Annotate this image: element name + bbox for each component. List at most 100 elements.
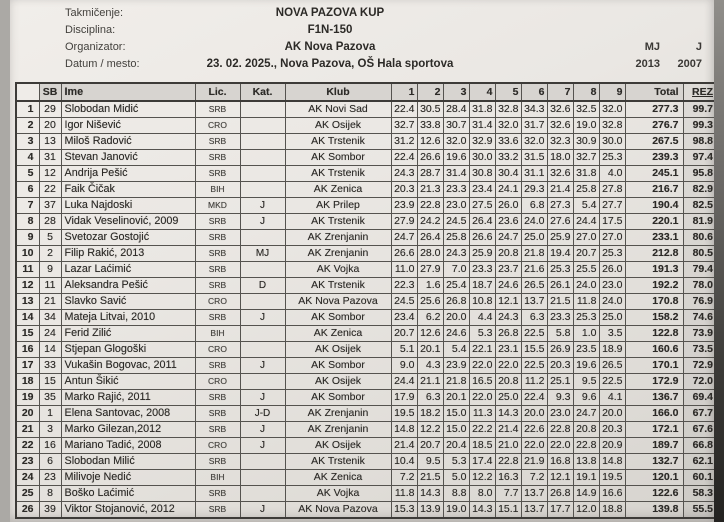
total-cell: 166.0 [624,405,684,422]
score-6-cell: 6.3 [520,309,548,326]
total-cell: 170.1 [624,357,684,374]
total-cell: 122.8 [624,325,684,342]
discipline-value: F1N-150 [307,24,353,36]
category-cell [239,229,286,246]
score-9-cell: 27.8 [598,181,626,198]
name-cell: Slobodan Milić [60,453,196,470]
score-7-cell: 12.1 [546,469,574,486]
score-1-cell: 26.6 [390,245,418,262]
score-7-cell: 19.4 [546,245,574,262]
score-5-cell: 20.8 [494,245,522,262]
score-8-cell: 11.8 [572,293,600,310]
rank-cell: 12 [15,277,40,294]
rank-cell: 26 [15,501,40,519]
score-9-cell: 17.5 [598,213,626,230]
sb-cell: 39 [38,501,62,519]
score-2-cell: 12.6 [416,133,444,150]
score-4-cell: 18.7 [468,277,496,294]
score-1-cell: 22.4 [390,149,418,166]
score-6-cell: 32.0 [520,133,548,150]
score-9-cell: 20.3 [598,421,626,438]
total-cell: 189.7 [624,437,684,454]
sb-cell: 35 [38,389,62,406]
score-1-cell: 11.0 [390,261,418,278]
score-7-cell: 32.3 [546,133,574,150]
score-6-cell: 11.2 [520,373,548,390]
category-cell: J [239,501,286,519]
score-5-cell: 20.8 [494,373,522,390]
score-8-cell: 12.0 [572,501,600,519]
score-9-cell: 4.1 [598,389,626,406]
category-cell [239,165,286,182]
category-cell: J [239,309,286,326]
license-cell: SRB [194,149,241,166]
rez-cell: 98.8 [682,133,718,150]
table-row: 23 6 Slobodan Milić SRB AK Trstenik 10.4 9.5 5.… [15,453,718,470]
score-6-cell: 13.7 [520,501,548,519]
score-7-cell: 21.5 [546,293,574,310]
col-header-score-6: 6 [520,82,548,102]
rank-cell: 2 [15,117,40,134]
category-cell: J [239,389,286,406]
name-cell: Vidak Veselinović, 2009 [60,213,196,230]
score-3-cell: 28.4 [442,100,470,118]
score-1-cell: 20.7 [390,325,418,342]
rank-cell: 4 [15,149,40,166]
rez-cell: 72.9 [682,357,718,374]
category-cell: J [239,357,286,374]
table-row: 3 13 Miloš Radović SRB AK Trstenik 31.2 12.6 32… [15,133,718,150]
score-5-cell: 32.8 [494,100,522,118]
col-header-score-7: 7 [546,82,574,102]
table-row: 7 37 Luka Najdoski MKD J AK Prilep 23.9 22.8 23.… [15,197,718,214]
score-2-cell: 21.3 [416,181,444,198]
score-5-cell: 30.4 [494,165,522,182]
table-row: 4 31 Stevan Janović SRB AK Sombor 22.4 26.6 19.… [15,149,718,166]
sb-cell: 6 [38,453,62,470]
col-header-score-4: 4 [468,82,496,102]
club-cell: AK Zrenjanin [284,229,392,246]
score-6-cell: 22.0 [520,437,548,454]
meta-line-date-place: Datum / mesto: 23. 02. 2025., Nova Pazov… [10,58,715,75]
score-4-cell: 30.0 [468,149,496,166]
license-cell: SRB [194,229,241,246]
score-8-cell: 19.1 [572,469,600,486]
score-5-cell: 33.2 [494,149,522,166]
score-7-cell: 32.6 [546,165,574,182]
score-7-cell: 32.6 [546,117,574,134]
score-9-cell: 3.5 [598,325,626,342]
score-3-cell: 31.4 [442,165,470,182]
score-5-cell: 24.3 [494,309,522,326]
score-4-cell: 16.5 [468,373,496,390]
results-table: SB Ime Lic. Kat. Klub 1 2 3 4 5 6 7 8 9 Total REZ 1 29 Sl… [15,82,718,519]
score-8-cell: 32.7 [572,149,600,166]
license-cell: SRB [194,405,241,422]
license-cell: SRB [194,261,241,278]
meta-line-competition: Takmičenje: NOVA PAZOVA KUP [10,7,715,24]
rank-cell: 1 [15,100,40,118]
rank-cell: 5 [15,165,40,182]
score-7-cell: 25.1 [546,373,574,390]
score-9-cell: 24.0 [598,293,626,310]
rank-cell: 20 [15,405,40,422]
name-cell: Boško Laćimić [60,485,196,502]
score-9-cell: 22.5 [598,373,626,390]
rank-cell: 18 [15,373,40,390]
rez-cell: 66.8 [682,437,718,454]
sb-cell: 1 [38,405,62,422]
score-9-cell: 16.6 [598,485,626,502]
meta-header: Takmičenje: NOVA PAZOVA KUP Disciplina: … [10,0,715,75]
score-1-cell: 24.4 [390,373,418,390]
license-cell: SRB [194,421,241,438]
total-cell: 139.8 [624,501,684,519]
score-2-cell: 22.8 [416,197,444,214]
score-7-cell: 25.9 [546,229,574,246]
organizer-value: AK Nova Pazova [284,41,376,53]
score-8-cell: 24.4 [572,213,600,230]
total-cell: 277.3 [624,100,684,118]
club-cell: AK Zenica [284,469,392,486]
results-sheet-paper: Takmičenje: NOVA PAZOVA KUP Disciplina: … [10,0,718,522]
col-header-name: Ime [60,82,196,102]
rez-cell: 76.9 [682,293,718,310]
name-cell: Slobodan Midić [60,100,196,118]
sb-cell: 33 [38,357,62,374]
